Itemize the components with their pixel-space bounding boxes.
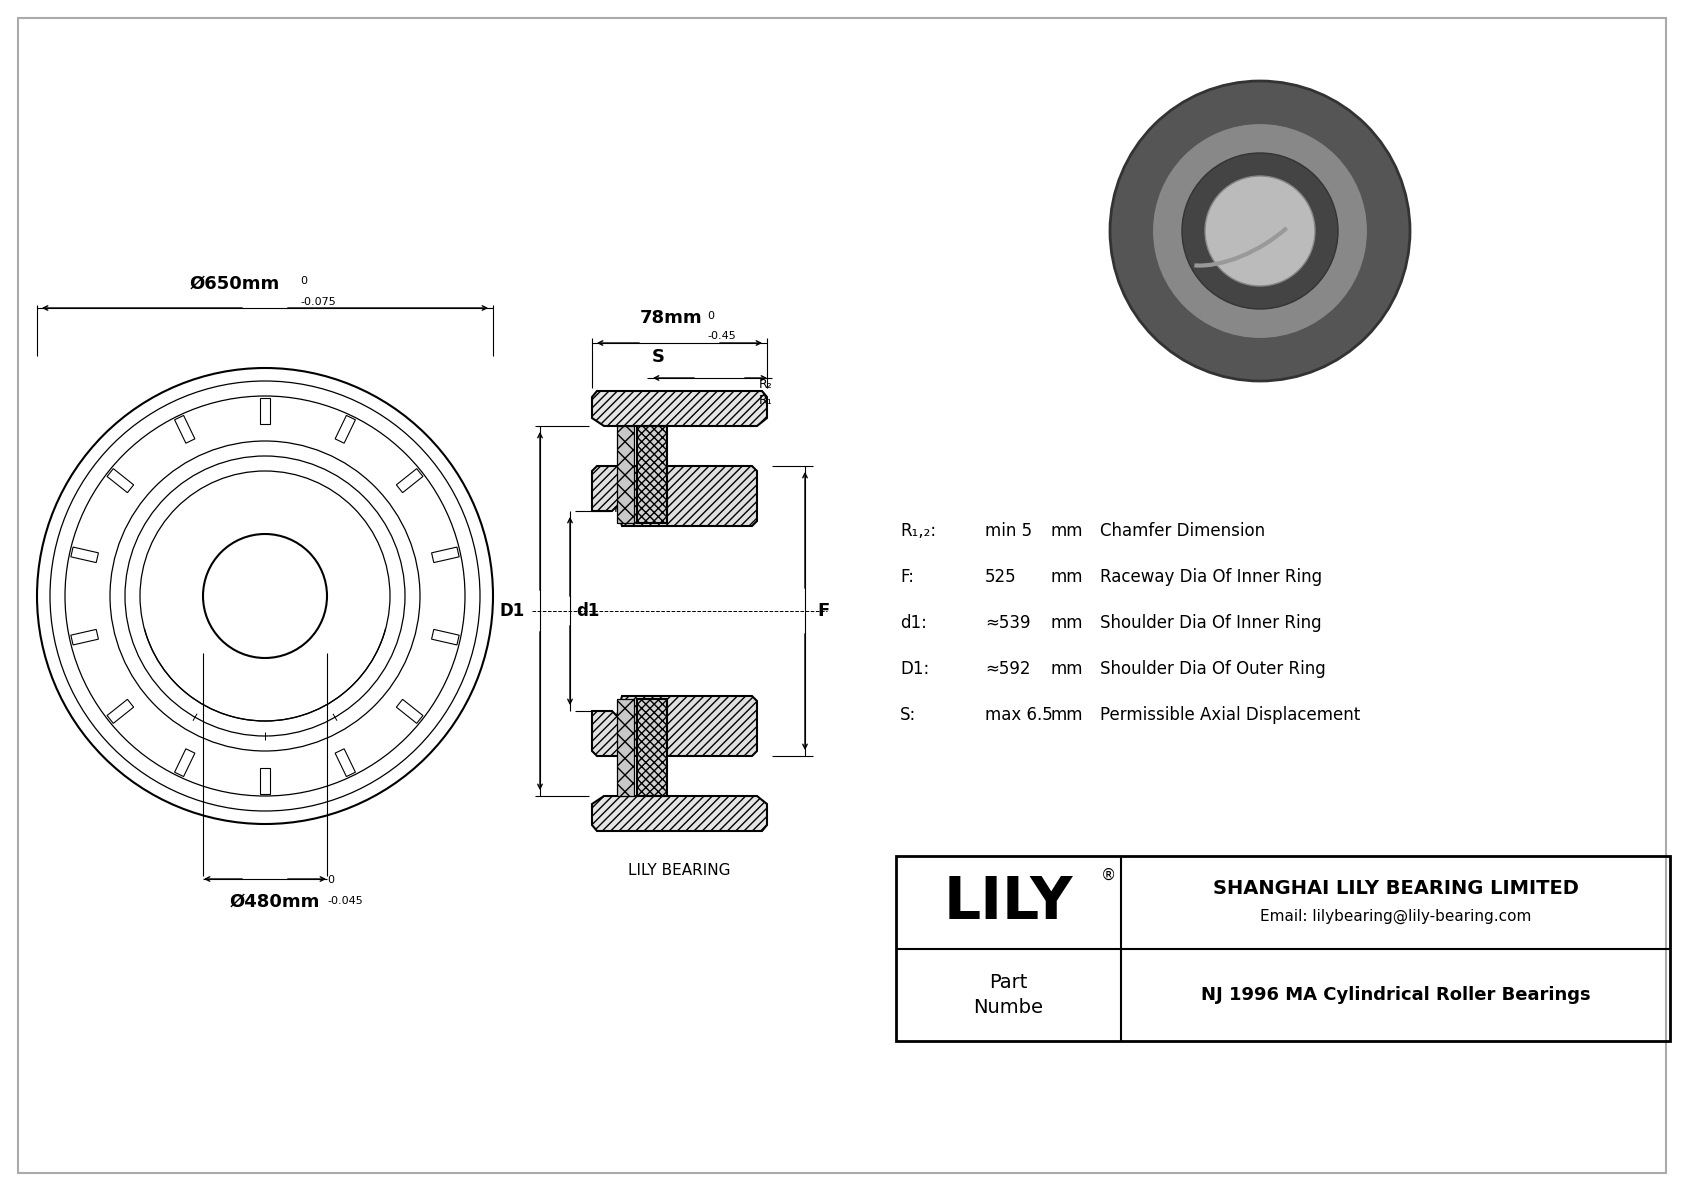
Text: Part
Numbe: Part Numbe bbox=[973, 973, 1044, 1017]
Circle shape bbox=[1182, 152, 1339, 308]
Text: R₁: R₁ bbox=[615, 501, 628, 515]
Text: -0.045: -0.045 bbox=[327, 896, 362, 906]
Bar bbox=[637, 426, 667, 523]
Polygon shape bbox=[593, 696, 758, 756]
Text: LILY: LILY bbox=[943, 874, 1073, 930]
Polygon shape bbox=[593, 466, 758, 526]
Circle shape bbox=[1152, 123, 1367, 339]
Text: d1:: d1: bbox=[899, 615, 926, 632]
Text: -0.075: -0.075 bbox=[300, 297, 335, 307]
Text: mm: mm bbox=[1051, 660, 1083, 678]
Text: -0.45: -0.45 bbox=[707, 331, 736, 341]
Polygon shape bbox=[593, 391, 766, 426]
Text: Email: lilybearing@lily-bearing.com: Email: lilybearing@lily-bearing.com bbox=[1260, 909, 1531, 924]
Circle shape bbox=[1110, 81, 1410, 381]
Text: Permissible Axial Displacement: Permissible Axial Displacement bbox=[1100, 706, 1361, 724]
Bar bbox=[616, 699, 633, 796]
Text: R₂: R₂ bbox=[759, 378, 773, 391]
Text: 0: 0 bbox=[707, 311, 714, 322]
Text: R₂: R₂ bbox=[620, 516, 633, 529]
Bar bbox=[637, 699, 667, 796]
Text: mm: mm bbox=[1051, 615, 1083, 632]
Text: D1: D1 bbox=[500, 601, 525, 621]
Text: min 5: min 5 bbox=[985, 522, 1032, 540]
Text: 78mm: 78mm bbox=[640, 308, 702, 328]
Text: 0: 0 bbox=[300, 276, 306, 286]
Text: S: S bbox=[652, 348, 665, 366]
Text: d1: d1 bbox=[576, 601, 600, 621]
Text: SHANGHAI LILY BEARING LIMITED: SHANGHAI LILY BEARING LIMITED bbox=[1212, 879, 1578, 898]
Text: Ø650mm: Ø650mm bbox=[190, 275, 280, 293]
Text: ®: ® bbox=[1101, 868, 1116, 883]
Text: F:: F: bbox=[899, 568, 914, 586]
Text: Ø480mm: Ø480mm bbox=[229, 893, 320, 911]
Text: D1:: D1: bbox=[899, 660, 930, 678]
Text: Raceway Dia Of Inner Ring: Raceway Dia Of Inner Ring bbox=[1100, 568, 1322, 586]
Text: mm: mm bbox=[1051, 568, 1083, 586]
Bar bbox=[896, 856, 1671, 1041]
Text: Shoulder Dia Of Inner Ring: Shoulder Dia Of Inner Ring bbox=[1100, 615, 1322, 632]
Text: mm: mm bbox=[1051, 522, 1083, 540]
Text: NJ 1996 MA Cylindrical Roller Bearings: NJ 1996 MA Cylindrical Roller Bearings bbox=[1201, 986, 1590, 1004]
Text: ≈592: ≈592 bbox=[985, 660, 1031, 678]
Polygon shape bbox=[593, 796, 766, 831]
Text: F: F bbox=[817, 601, 829, 621]
Text: Shoulder Dia Of Outer Ring: Shoulder Dia Of Outer Ring bbox=[1100, 660, 1325, 678]
Text: Chamfer Dimension: Chamfer Dimension bbox=[1100, 522, 1265, 540]
Bar bbox=[616, 426, 633, 523]
Text: 525: 525 bbox=[985, 568, 1017, 586]
Text: S:: S: bbox=[899, 706, 916, 724]
Text: mm: mm bbox=[1051, 706, 1083, 724]
Text: R₁: R₁ bbox=[759, 394, 773, 407]
Text: ≈539: ≈539 bbox=[985, 615, 1031, 632]
Circle shape bbox=[1206, 176, 1315, 286]
Text: R₁,₂:: R₁,₂: bbox=[899, 522, 936, 540]
Text: max 6.5: max 6.5 bbox=[985, 706, 1052, 724]
Text: LILY BEARING: LILY BEARING bbox=[628, 863, 731, 878]
Text: 0: 0 bbox=[327, 875, 333, 885]
